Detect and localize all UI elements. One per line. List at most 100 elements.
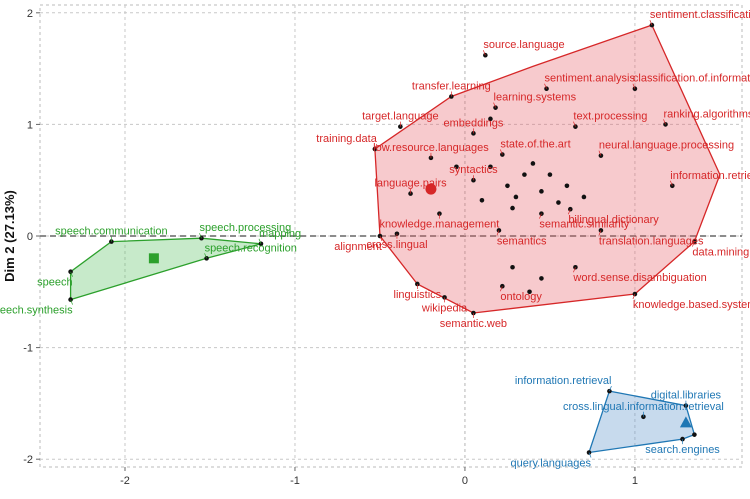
label-leader (573, 121, 576, 127)
point-label: information.retrieval.systems (670, 170, 750, 182)
data-point (488, 116, 493, 122)
axes: -2 -1 0 1 -2 -1 0 1 2 (23, 5, 742, 487)
label-leader (632, 293, 636, 300)
point-label: low.resource.languages (373, 142, 489, 154)
point-label: speech.recognition (205, 242, 297, 254)
point-label: alignment (334, 241, 382, 253)
point-label: wikipedia (421, 302, 468, 314)
point-label: translation.languages (599, 235, 704, 247)
point-label: embeddings (443, 117, 503, 129)
label-leader (692, 241, 695, 247)
point-label: semantic.similarity (539, 219, 629, 231)
point-label: transfer.learning (412, 81, 491, 93)
x-tick-label: -2 (120, 475, 130, 487)
point-label: target.language (362, 111, 438, 123)
point-label: knowledge.management (380, 219, 500, 231)
label-leader (258, 238, 262, 244)
point-label: neural.language.processing (599, 140, 734, 152)
point-label: speech.synthesis (0, 305, 73, 317)
data-point (488, 164, 493, 170)
point-label: search.engines (645, 444, 720, 456)
data-point (522, 172, 527, 177)
data-point (581, 194, 587, 200)
label-leader (567, 209, 571, 215)
label-leader (609, 385, 612, 392)
data-point (692, 432, 697, 437)
point-label: mapping (259, 228, 301, 240)
point-label: sentiment.classification (650, 9, 750, 21)
data-point (539, 189, 544, 194)
cluster-centroid (679, 416, 692, 428)
label-leader (588, 452, 592, 458)
point-label: learning.systems (494, 92, 577, 104)
data-point (564, 183, 570, 189)
cluster-hull (588, 390, 696, 454)
x-tick-label: -1 (290, 475, 300, 487)
label-leader (70, 299, 73, 305)
label-leader (70, 271, 73, 277)
label-leader (500, 149, 503, 155)
point-label: word.sense.disambiguation (572, 272, 706, 284)
x-tick-label: 1 (632, 475, 638, 487)
point-label: cross.lingual (366, 239, 427, 251)
data-point (641, 414, 646, 420)
label-leader (663, 119, 666, 125)
label-leader (199, 233, 202, 239)
point-label: digital.libraries (651, 390, 722, 402)
data-point (479, 197, 485, 203)
label-leader (598, 150, 602, 156)
y-tick-label: 1 (27, 119, 33, 131)
point-label: state.of.the.art (500, 139, 570, 151)
point-label: language.pairs (374, 178, 447, 190)
label-leader (374, 143, 378, 150)
label-leader (539, 213, 542, 219)
data-point (510, 205, 515, 211)
point-label: syntactics (449, 164, 498, 176)
point-label: training.data (316, 133, 377, 145)
cluster-hull (374, 24, 721, 314)
point-label: text.processing (573, 111, 647, 123)
label-leader (496, 230, 500, 236)
point-label: speech.processing (199, 222, 291, 234)
point-label: bilingual.dictionary (568, 214, 659, 226)
label-leader (669, 180, 673, 186)
point-label: ontology (500, 291, 542, 303)
label-leader (544, 83, 547, 89)
point-label: speech (37, 277, 72, 289)
data-point (505, 183, 510, 189)
point-label: knowledge.based.systems (633, 299, 750, 311)
cluster-centroid (425, 183, 437, 195)
y-axis-label: Dim 2 (27.13%) (2, 190, 17, 282)
label-leader (632, 83, 636, 89)
y-tick-label: -1 (23, 343, 33, 355)
point-labels: source.language sentiment.classification c… (0, 9, 750, 469)
label-leader (500, 286, 503, 292)
label-leader (483, 50, 486, 56)
label-leader (598, 230, 602, 236)
data-point (513, 194, 519, 200)
x-tick-label: 0 (462, 475, 468, 487)
point-label: data.mining (692, 247, 749, 259)
data-point (500, 152, 505, 157)
label-leader (493, 102, 496, 108)
data-point (539, 276, 544, 281)
data-point (547, 172, 553, 177)
point-label: linguistics (394, 289, 442, 301)
point-label: information.retrieval (515, 375, 612, 387)
point-label: source.language (483, 39, 564, 51)
data-point (556, 200, 561, 205)
data-point (683, 403, 689, 408)
point-label: speech.communication (55, 226, 168, 238)
point-label: classification.of.information. (633, 73, 750, 85)
point-label: semantics (497, 235, 547, 247)
point-label: ranking.algorithms (664, 108, 750, 120)
point-label: cross.lingual.information.retrieval (563, 401, 724, 413)
data-point (510, 264, 515, 270)
y-tick-label: 0 (27, 231, 33, 243)
data-point (607, 388, 612, 394)
cluster-centroid (148, 253, 159, 264)
label-leader (649, 19, 653, 26)
point-label: semantic.web (440, 318, 507, 330)
data-point (454, 164, 459, 170)
